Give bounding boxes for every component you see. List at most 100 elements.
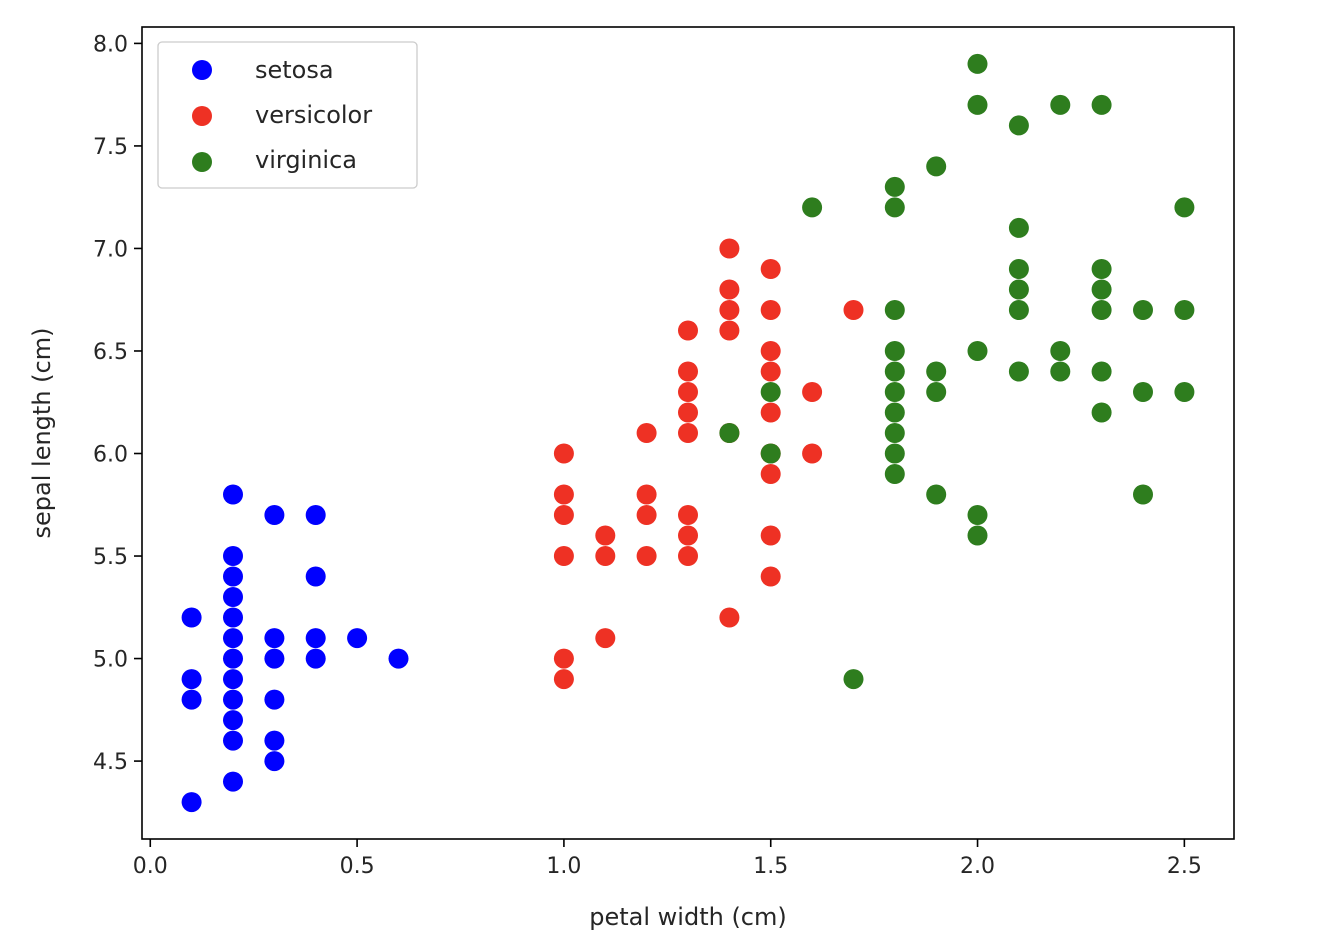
data-point-virginica bbox=[967, 53, 988, 74]
data-point-virginica bbox=[967, 94, 988, 115]
data-point-virginica bbox=[1091, 361, 1112, 382]
data-point-versicolor bbox=[595, 525, 616, 546]
data-point-virginica bbox=[926, 382, 947, 402]
data-point-versicolor bbox=[678, 546, 698, 566]
data-point-versicolor bbox=[553, 484, 574, 505]
data-point-setosa bbox=[264, 689, 285, 710]
data-point-virginica bbox=[967, 525, 988, 546]
data-point-versicolor bbox=[719, 279, 740, 300]
y-axis: 4.5 5.0 5.5 6.0 6.5 7.0 7.5 8.0 bbox=[93, 32, 142, 775]
data-point-setosa bbox=[223, 607, 243, 628]
plot-frame bbox=[141, 26, 1235, 840]
data-point-versicolor bbox=[678, 320, 698, 341]
data-point-versicolor bbox=[719, 607, 740, 628]
data-point-setosa bbox=[305, 648, 326, 669]
y-axis-label: sepal length (cm) bbox=[28, 328, 56, 539]
data-point-versicolor bbox=[719, 300, 740, 320]
data-point-virginica bbox=[760, 382, 781, 402]
data-point-virginica bbox=[884, 464, 905, 484]
data-point-virginica bbox=[1091, 402, 1112, 423]
data-point-virginica bbox=[1008, 300, 1029, 320]
data-point-setosa bbox=[181, 607, 202, 628]
data-point-virginica bbox=[802, 197, 823, 218]
data-point-virginica bbox=[1133, 300, 1153, 320]
data-point-virginica bbox=[1008, 279, 1029, 300]
x-axis-label: petal width (cm) bbox=[589, 903, 787, 931]
data-point-virginica bbox=[884, 423, 905, 443]
data-point-versicolor bbox=[553, 648, 574, 669]
data-point-virginica bbox=[1050, 341, 1071, 361]
data-point-versicolor bbox=[553, 546, 574, 566]
y-tick-label: 8.0 bbox=[93, 32, 128, 57]
data-point-virginica bbox=[1008, 361, 1029, 382]
data-point-versicolor bbox=[636, 546, 657, 566]
series-virginica bbox=[719, 53, 1195, 690]
data-point-virginica bbox=[884, 300, 905, 320]
legend-box bbox=[157, 41, 418, 189]
y-tick-label: 7.0 bbox=[93, 237, 128, 262]
data-point-virginica bbox=[884, 402, 905, 423]
data-point-setosa bbox=[223, 710, 243, 731]
data-point-versicolor bbox=[802, 382, 823, 402]
data-point-setosa bbox=[223, 669, 243, 690]
data-point-setosa bbox=[264, 628, 285, 649]
data-point-virginica bbox=[967, 505, 988, 525]
y-tick-label: 6.5 bbox=[93, 340, 128, 365]
data-point-setosa bbox=[305, 505, 326, 525]
x-tick-label: 0.5 bbox=[340, 854, 375, 879]
data-point-setosa bbox=[305, 628, 326, 649]
data-point-setosa bbox=[223, 730, 243, 751]
data-point-versicolor bbox=[760, 464, 781, 484]
data-point-virginica bbox=[1008, 259, 1029, 279]
x-axis: 0.0 0.5 1.0 1.5 2.0 2.5 bbox=[133, 839, 1202, 879]
x-tick-label: 1.0 bbox=[546, 854, 581, 879]
data-point-versicolor bbox=[678, 382, 698, 402]
data-point-virginica bbox=[1050, 94, 1071, 115]
data-point-versicolor bbox=[760, 361, 781, 382]
data-point-virginica bbox=[884, 361, 905, 382]
data-point-versicolor bbox=[719, 238, 740, 259]
data-point-virginica bbox=[926, 361, 947, 382]
x-tick-label: 2.5 bbox=[1167, 854, 1202, 879]
data-point-versicolor bbox=[595, 628, 616, 649]
data-point-virginica bbox=[1174, 382, 1195, 402]
data-point-virginica bbox=[926, 484, 947, 505]
data-point-setosa bbox=[305, 566, 326, 587]
data-point-versicolor bbox=[678, 361, 698, 382]
data-point-setosa bbox=[223, 771, 243, 792]
legend-label-versicolor: versicolor bbox=[255, 101, 372, 129]
data-point-virginica bbox=[1091, 279, 1112, 300]
data-point-virginica bbox=[884, 443, 905, 464]
data-point-virginica bbox=[926, 156, 947, 177]
data-point-setosa bbox=[223, 566, 243, 587]
data-point-setosa bbox=[264, 648, 285, 669]
data-point-versicolor bbox=[760, 525, 781, 546]
legend-marker-versicolor bbox=[192, 106, 212, 126]
data-point-setosa bbox=[223, 648, 243, 669]
data-point-setosa bbox=[223, 484, 243, 505]
data-point-versicolor bbox=[553, 669, 574, 690]
data-point-setosa bbox=[264, 751, 285, 772]
data-point-versicolor bbox=[719, 320, 740, 341]
data-point-virginica bbox=[760, 443, 781, 464]
data-point-virginica bbox=[1091, 94, 1112, 115]
data-point-virginica bbox=[1050, 361, 1071, 382]
data-point-setosa bbox=[181, 792, 202, 813]
data-point-setosa bbox=[223, 546, 243, 566]
data-point-versicolor bbox=[802, 443, 823, 464]
y-tick-label: 7.5 bbox=[93, 135, 128, 160]
data-point-versicolor bbox=[636, 505, 657, 525]
legend-label-setosa: setosa bbox=[255, 56, 334, 84]
data-point-virginica bbox=[1008, 217, 1029, 238]
data-point-versicolor bbox=[636, 484, 657, 505]
data-point-versicolor bbox=[678, 423, 698, 443]
data-point-virginica bbox=[1091, 300, 1112, 320]
x-tick-label: 1.5 bbox=[753, 854, 788, 879]
legend-marker-virginica bbox=[192, 152, 212, 172]
data-point-virginica bbox=[884, 341, 905, 361]
x-tick-label: 0.0 bbox=[133, 854, 168, 879]
data-point-virginica bbox=[1133, 382, 1153, 402]
data-point-setosa bbox=[264, 730, 285, 751]
data-point-virginica bbox=[1174, 197, 1195, 218]
